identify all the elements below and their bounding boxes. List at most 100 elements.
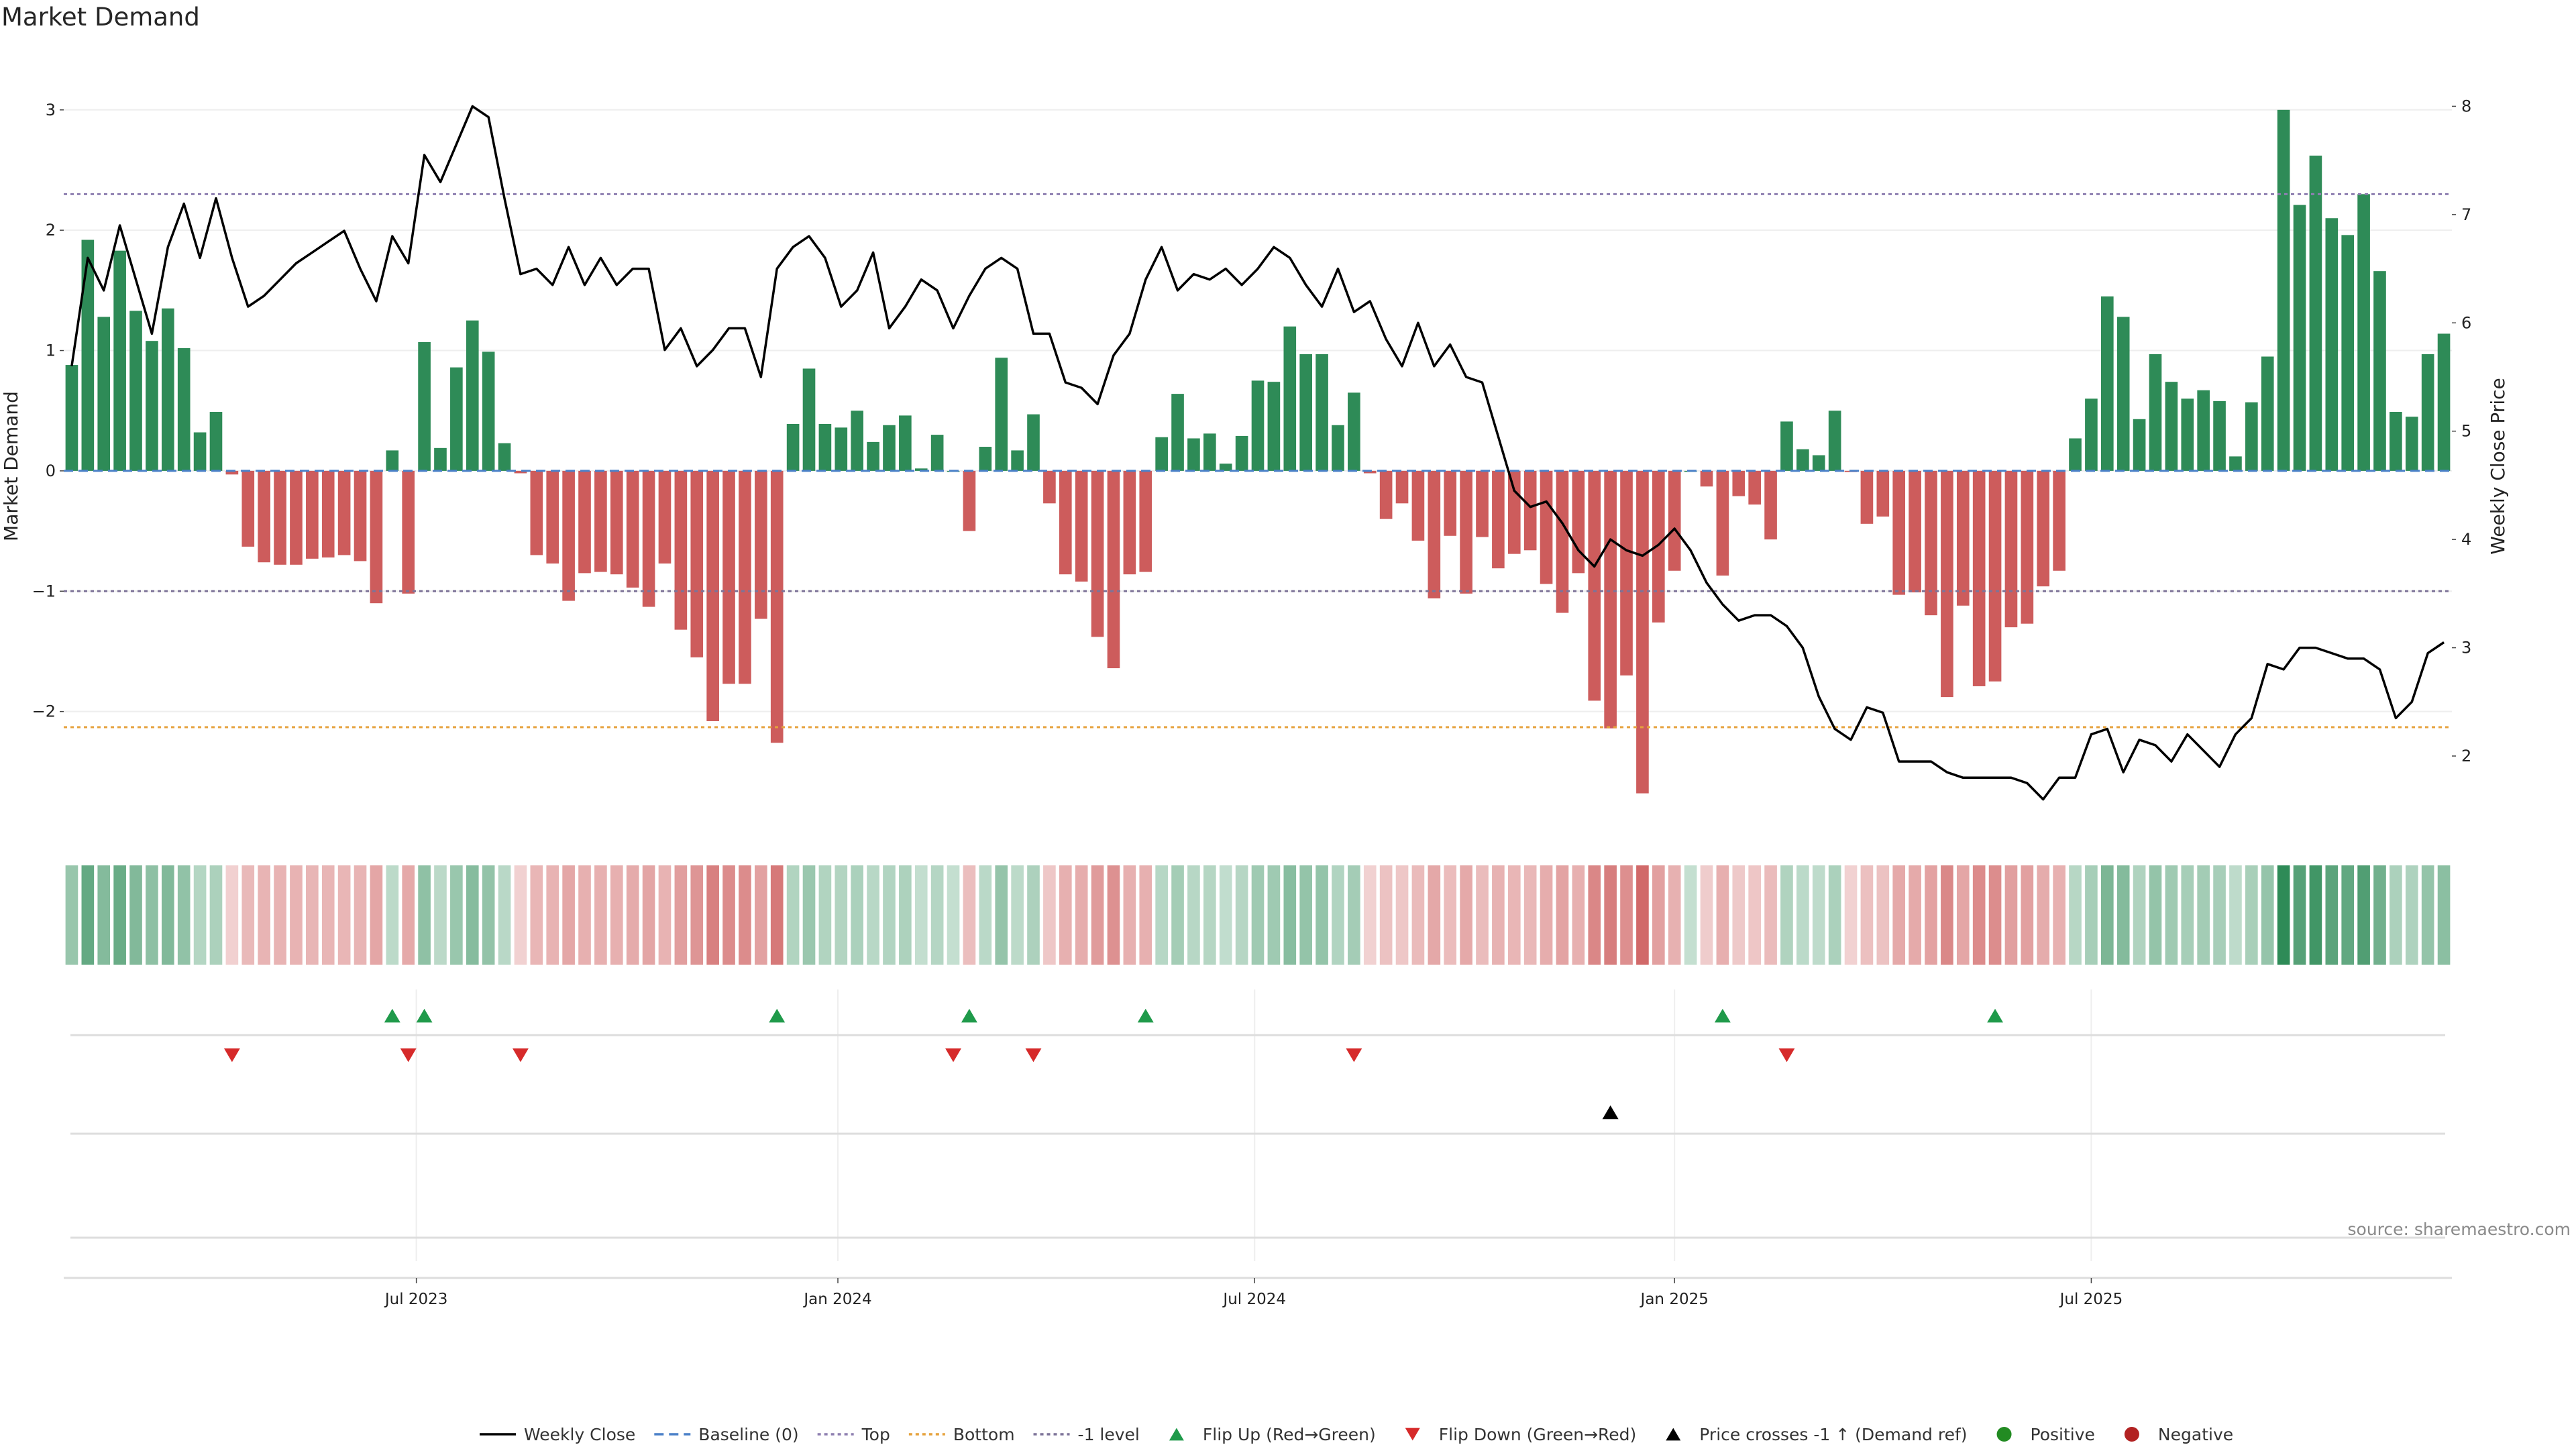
demand-bar	[1876, 470, 1890, 517]
demand-bar	[2053, 470, 2065, 571]
heat-cell	[1091, 865, 1104, 965]
demand-bar	[1107, 470, 1120, 669]
legend-label: Price crosses -1 ↑ (Demand ref)	[1699, 1425, 1967, 1444]
heat-cell	[113, 865, 126, 965]
y-tick-label: −1	[32, 582, 56, 600]
heat-cell	[1764, 865, 1777, 965]
demand-bar	[274, 470, 286, 565]
heat-cell	[2069, 865, 2082, 965]
heat-cell	[337, 865, 351, 965]
demand-bar	[2245, 402, 2258, 471]
demand-bar	[1139, 470, 1152, 572]
demand-bar	[1604, 470, 1617, 729]
heat-cell	[1572, 865, 1585, 965]
demand-bar	[1219, 464, 1232, 471]
demand-bar	[2341, 235, 2355, 471]
heat-cell	[1428, 865, 1441, 965]
heat-cell	[1251, 865, 1265, 965]
heat-cell	[321, 865, 335, 965]
demand-bar	[706, 470, 719, 721]
heat-cell	[1123, 865, 1136, 965]
demand-bar	[1027, 414, 1040, 471]
heat-cell	[2165, 865, 2178, 965]
heat-cell	[722, 865, 735, 965]
heat-cell	[2245, 865, 2258, 965]
heat-cell	[626, 865, 639, 965]
demand-bar	[402, 470, 415, 594]
heat-cell	[2293, 865, 2306, 965]
demand-bar	[1235, 435, 1248, 471]
demand-bar	[129, 311, 142, 471]
y2-tick-label: 5	[2461, 422, 2471, 441]
y-tick-label: 2	[46, 221, 56, 239]
flip-down-marker	[400, 1048, 417, 1063]
legend-item: Baseline (0)	[654, 1425, 799, 1444]
demand-bar	[1348, 392, 1360, 471]
heat-cell	[193, 865, 207, 965]
heat-cell	[81, 865, 95, 965]
demand-bar	[209, 412, 223, 471]
heat-cell	[1267, 865, 1281, 965]
demand-bar	[2437, 333, 2451, 471]
legend-item: Negative	[2124, 1425, 2233, 1444]
heat-cell	[1828, 865, 1841, 965]
heat-cell	[835, 865, 848, 965]
demand-bar	[1267, 382, 1281, 471]
demand-bar	[562, 470, 575, 601]
heat-cell	[1684, 865, 1697, 965]
heat-cell	[1748, 865, 1761, 965]
heat-cell	[770, 865, 784, 965]
demand-bar	[193, 432, 207, 471]
demand-bar	[498, 443, 511, 471]
chart-title: Market Demand	[1, 3, 200, 32]
heat-cell	[1316, 865, 1328, 965]
heat-cell	[209, 865, 223, 965]
flip-down-marker	[1025, 1048, 1042, 1063]
heat-cell	[1972, 865, 1986, 965]
y-tick-label: 0	[46, 462, 56, 480]
demand-bar	[225, 470, 239, 475]
demand-bar	[818, 423, 832, 471]
demand-bar	[1507, 470, 1521, 554]
heat-cell	[1187, 865, 1200, 965]
demand-bar	[1540, 470, 1553, 584]
demand-bar	[1828, 411, 1841, 471]
demand-bar	[2004, 470, 2018, 628]
legend-swatch	[1996, 1427, 2012, 1442]
demand-bar	[899, 415, 912, 471]
heat-cell	[129, 865, 142, 965]
heat-cell	[1941, 865, 1953, 965]
demand-bar	[1251, 380, 1265, 471]
heat-cell	[2229, 865, 2242, 965]
demand-bar	[1492, 470, 1505, 569]
heat-cell	[1476, 865, 1489, 965]
legend-item: Price crosses -1 ↑ (Demand ref)	[1666, 1425, 1968, 1444]
demand-bar	[2405, 417, 2418, 471]
price-cross-marker	[1602, 1105, 1619, 1120]
heat-cell	[914, 865, 928, 965]
x-tick-label: Jul 2025	[2059, 1291, 2123, 1308]
flip-up-marker	[1714, 1008, 1731, 1023]
heat-cell	[274, 865, 286, 965]
demand-bar	[722, 470, 735, 684]
heat-cell	[2149, 865, 2162, 965]
legend-item: Top	[817, 1425, 890, 1444]
demand-bar	[1860, 470, 1874, 524]
demand-bar	[1395, 470, 1409, 504]
y2-tick-label: 2	[2461, 747, 2471, 765]
demand-bar	[258, 470, 270, 563]
demand-bar	[1444, 470, 1457, 536]
heat-cell	[642, 865, 655, 965]
heat-cell	[1604, 865, 1617, 965]
demand-bar	[1941, 470, 1953, 698]
heat-cell	[562, 865, 575, 965]
demand-bar	[2277, 109, 2290, 471]
demand-bar	[1476, 470, 1489, 537]
demand-bar	[2197, 390, 2210, 471]
demand-bar	[786, 423, 800, 471]
legend-label: Weekly Close	[524, 1425, 635, 1444]
demand-bar	[290, 470, 303, 565]
flip-up-marker	[384, 1008, 400, 1023]
heat-cell	[2421, 865, 2434, 965]
heat-cell	[1507, 865, 1521, 965]
